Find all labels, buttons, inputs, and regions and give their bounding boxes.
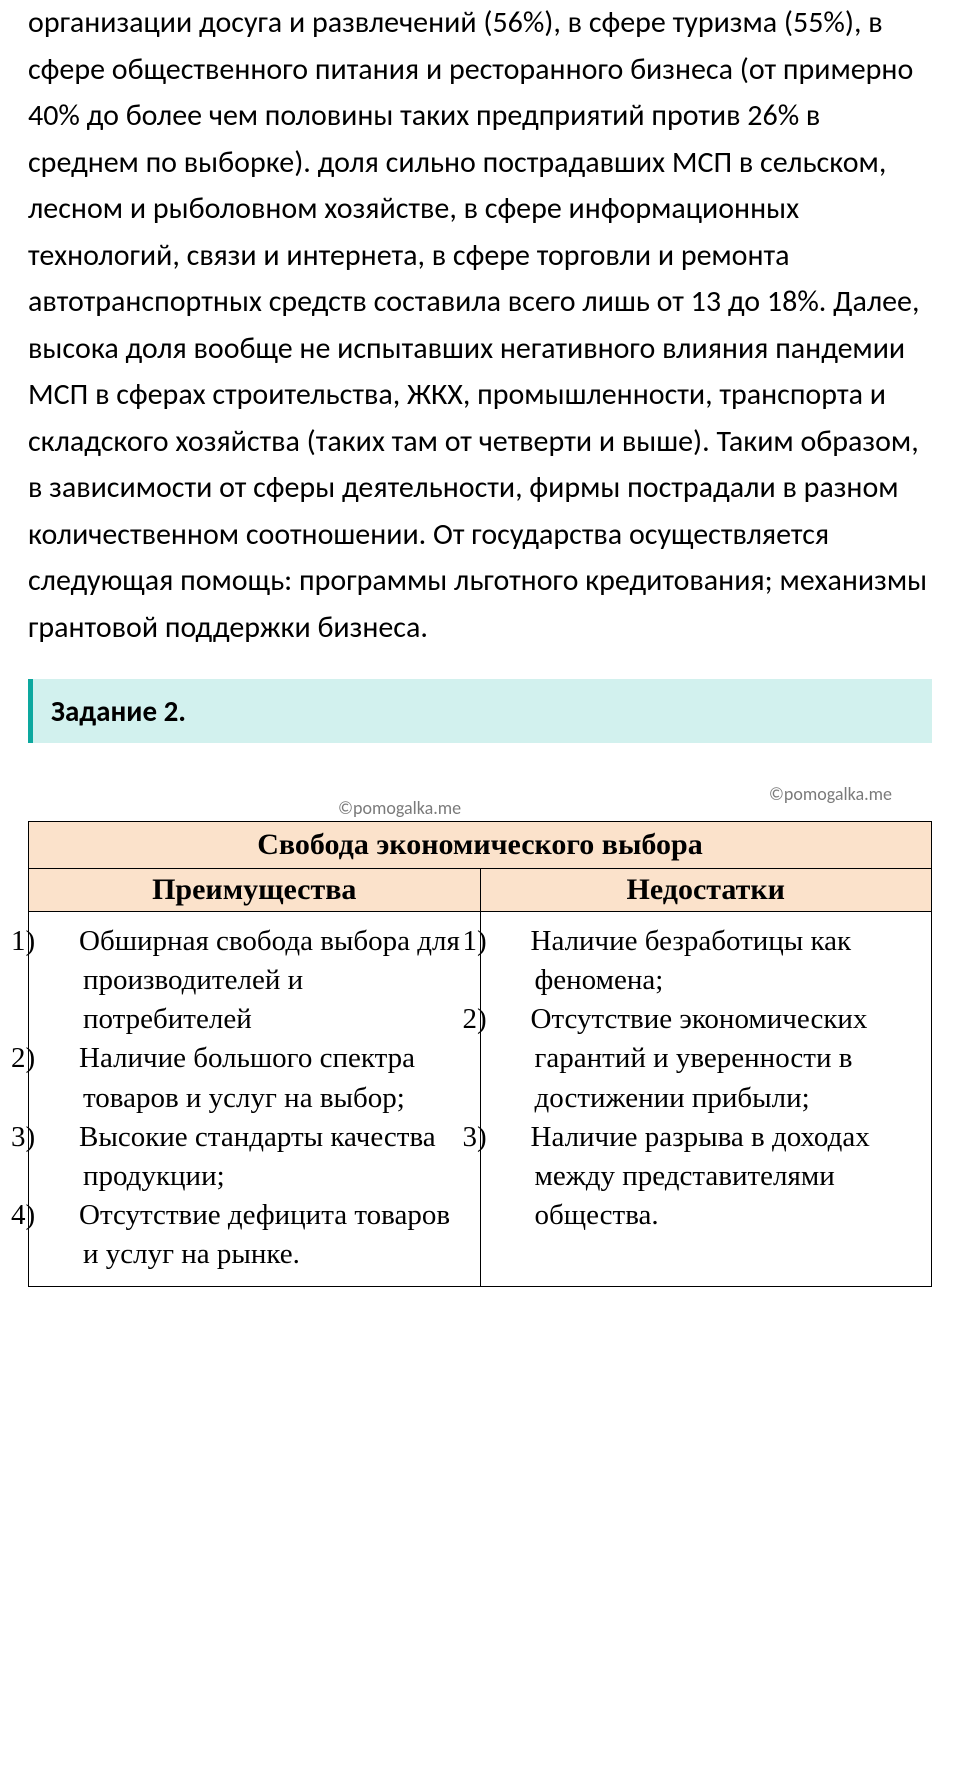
list-item: 4)Отсутствие дефицита товаров и услуг на…	[79, 1196, 466, 1274]
list-item-text: Наличие большого спектра товаров и услуг…	[79, 1042, 415, 1113]
list-item-text: Отсутствие экономических гарантий и увер…	[531, 1003, 868, 1113]
col-header-advantages: Преимущества	[29, 869, 481, 912]
advantages-list: 1)Обширная свобода выбора для производит…	[43, 922, 466, 1274]
list-item: 1)Обширная свобода выбора для производит…	[79, 922, 466, 1039]
list-item-text: Обширная свобода выбора для производител…	[79, 925, 460, 1035]
list-item-text: Высокие стандарты качества продукции;	[79, 1121, 436, 1192]
list-item-text: Наличие разрыва в доходах между представ…	[531, 1121, 870, 1231]
list-item: 2)Отсутствие экономических гарантий и ув…	[531, 1000, 918, 1117]
list-item-text: Наличие безработицы как феномена;	[531, 925, 852, 996]
list-item-text: Отсутствие дефицита товаров и услуг на р…	[79, 1199, 450, 1270]
disadvantages-list: 1)Наличие безработицы как феномена; 2)От…	[495, 922, 918, 1235]
economic-choice-table: Свобода экономического выбора Преимущест…	[28, 821, 932, 1287]
list-item: 3)Высокие стандарты качества продукции;	[79, 1118, 466, 1196]
table-title: Свобода экономического выбора	[29, 822, 932, 869]
disadvantages-cell: 1)Наличие безработицы как феномена; 2)От…	[480, 912, 932, 1287]
watermark-right: ©pomogalka.me	[769, 783, 892, 805]
advantages-cell: 1)Обширная свобода выбора для производит…	[29, 912, 481, 1287]
list-item: 2)Наличие большого спектра товаров и усл…	[79, 1039, 466, 1117]
list-item: 3)Наличие разрыва в доходах между предст…	[531, 1118, 918, 1235]
watermark-row: ©pomogalka.me ©pomogalka.me	[28, 785, 932, 819]
main-paragraph: организации досуга и развлечений (56%), …	[28, 0, 932, 651]
task-banner: Задание 2.	[28, 679, 932, 743]
watermark-center: ©pomogalka.me	[338, 797, 461, 819]
col-header-disadvantages: Недостатки	[480, 869, 932, 912]
list-item: 1)Наличие безработицы как феномена;	[531, 922, 918, 1000]
